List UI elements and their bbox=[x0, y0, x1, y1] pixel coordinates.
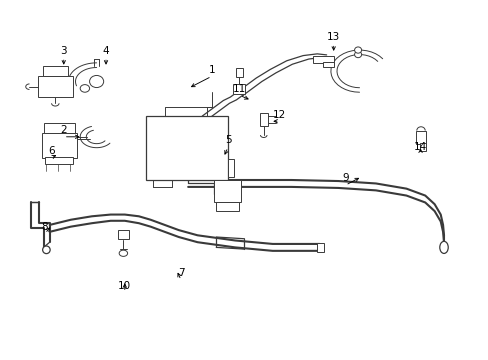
Bar bbox=[44, 123, 74, 133]
Text: 11: 11 bbox=[233, 84, 246, 94]
Bar bbox=[42, 66, 68, 76]
Text: 3: 3 bbox=[61, 46, 67, 55]
Ellipse shape bbox=[42, 246, 50, 253]
Text: 4: 4 bbox=[102, 46, 109, 55]
Bar bbox=[317, 243, 324, 252]
Bar bbox=[227, 159, 233, 176]
Text: 8: 8 bbox=[41, 222, 48, 232]
Ellipse shape bbox=[354, 47, 361, 53]
Ellipse shape bbox=[439, 241, 447, 253]
Text: 2: 2 bbox=[61, 125, 67, 135]
Bar bbox=[145, 116, 227, 180]
Ellipse shape bbox=[354, 51, 361, 58]
Bar bbox=[41, 133, 77, 158]
Ellipse shape bbox=[89, 76, 103, 87]
Text: 7: 7 bbox=[178, 269, 184, 279]
Bar bbox=[312, 55, 333, 63]
Bar bbox=[419, 143, 426, 150]
Ellipse shape bbox=[119, 250, 127, 256]
Text: 1: 1 bbox=[208, 64, 215, 75]
Text: 9: 9 bbox=[342, 174, 348, 184]
Bar bbox=[259, 113, 267, 126]
Text: 12: 12 bbox=[272, 109, 286, 120]
Ellipse shape bbox=[80, 85, 89, 92]
Bar bbox=[235, 68, 242, 77]
Bar bbox=[118, 230, 129, 239]
Text: 10: 10 bbox=[118, 280, 131, 291]
Bar bbox=[233, 84, 244, 94]
Bar bbox=[38, 76, 73, 97]
Text: 6: 6 bbox=[48, 146, 54, 156]
Text: 5: 5 bbox=[224, 135, 231, 145]
Text: 14: 14 bbox=[413, 142, 427, 152]
Text: 13: 13 bbox=[326, 32, 340, 42]
Bar bbox=[45, 157, 73, 165]
Bar bbox=[214, 180, 241, 202]
Bar bbox=[415, 131, 426, 144]
Bar bbox=[323, 63, 333, 67]
Bar bbox=[215, 202, 239, 211]
